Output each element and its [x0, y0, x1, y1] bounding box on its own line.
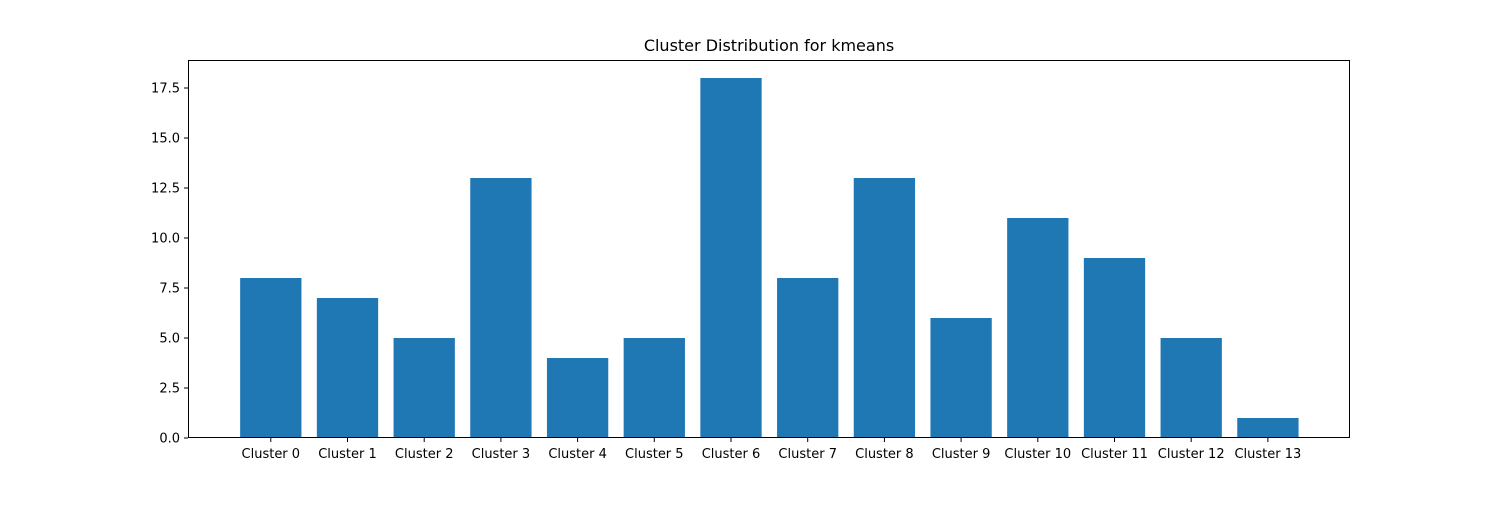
x-tick-label: Cluster 2	[395, 447, 454, 462]
bar-cluster-13	[1237, 418, 1299, 438]
x-tick-label: Cluster 10	[1004, 447, 1071, 462]
x-axis: Cluster 0 Cluster 1 Cluster 2 Cluster 3 Clus…	[242, 438, 1301, 462]
plot-frame	[188, 60, 1350, 438]
bar-cluster-3	[470, 178, 532, 438]
bar-cluster-5	[623, 338, 685, 438]
bar-cluster-10	[1007, 218, 1069, 438]
x-tick-label: Cluster 5	[625, 447, 684, 462]
bar-cluster-8	[853, 178, 916, 438]
bar-cluster-9	[930, 318, 992, 438]
x-tick-label: Cluster 11	[1081, 447, 1148, 462]
x-tick-label: Cluster 3	[472, 447, 531, 462]
x-tick-label: Cluster 12	[1158, 447, 1225, 462]
y-tick-label: 17.5	[151, 82, 180, 97]
bar-cluster-6	[700, 78, 762, 438]
bar-cluster-0	[240, 278, 302, 438]
bars-group	[240, 78, 1299, 438]
y-tick-label: 10.0	[151, 232, 180, 247]
bar-cluster-2	[393, 338, 455, 438]
x-tick-label: Cluster 8	[855, 447, 914, 462]
y-axis: 0.0 2.5 5.0 7.5 10.0 12.5 15.0 17.5	[151, 82, 188, 447]
y-tick-label: 12.5	[151, 182, 180, 197]
bar-cluster-11	[1083, 258, 1146, 438]
y-tick-label: 5.0	[159, 332, 180, 347]
x-tick-label: Cluster 0	[242, 447, 301, 462]
bar-cluster-1	[316, 298, 379, 438]
chart-title: Cluster Distribution for kmeans	[644, 36, 894, 55]
x-tick-label: Cluster 13	[1234, 447, 1301, 462]
x-tick-label: Cluster 7	[778, 447, 837, 462]
y-tick-label: 0.0	[159, 432, 180, 447]
x-tick-label: Cluster 9	[932, 447, 991, 462]
x-tick-label: Cluster 4	[548, 447, 607, 462]
y-tick-label: 7.5	[159, 282, 180, 297]
y-tick-label: 15.0	[151, 132, 180, 147]
x-tick-label: Cluster 1	[318, 447, 377, 462]
y-tick-label: 2.5	[159, 382, 180, 397]
bar-cluster-12	[1160, 338, 1222, 438]
bar-cluster-4	[546, 358, 609, 438]
bar-cluster-7	[777, 278, 839, 438]
x-tick-label: Cluster 6	[702, 447, 761, 462]
